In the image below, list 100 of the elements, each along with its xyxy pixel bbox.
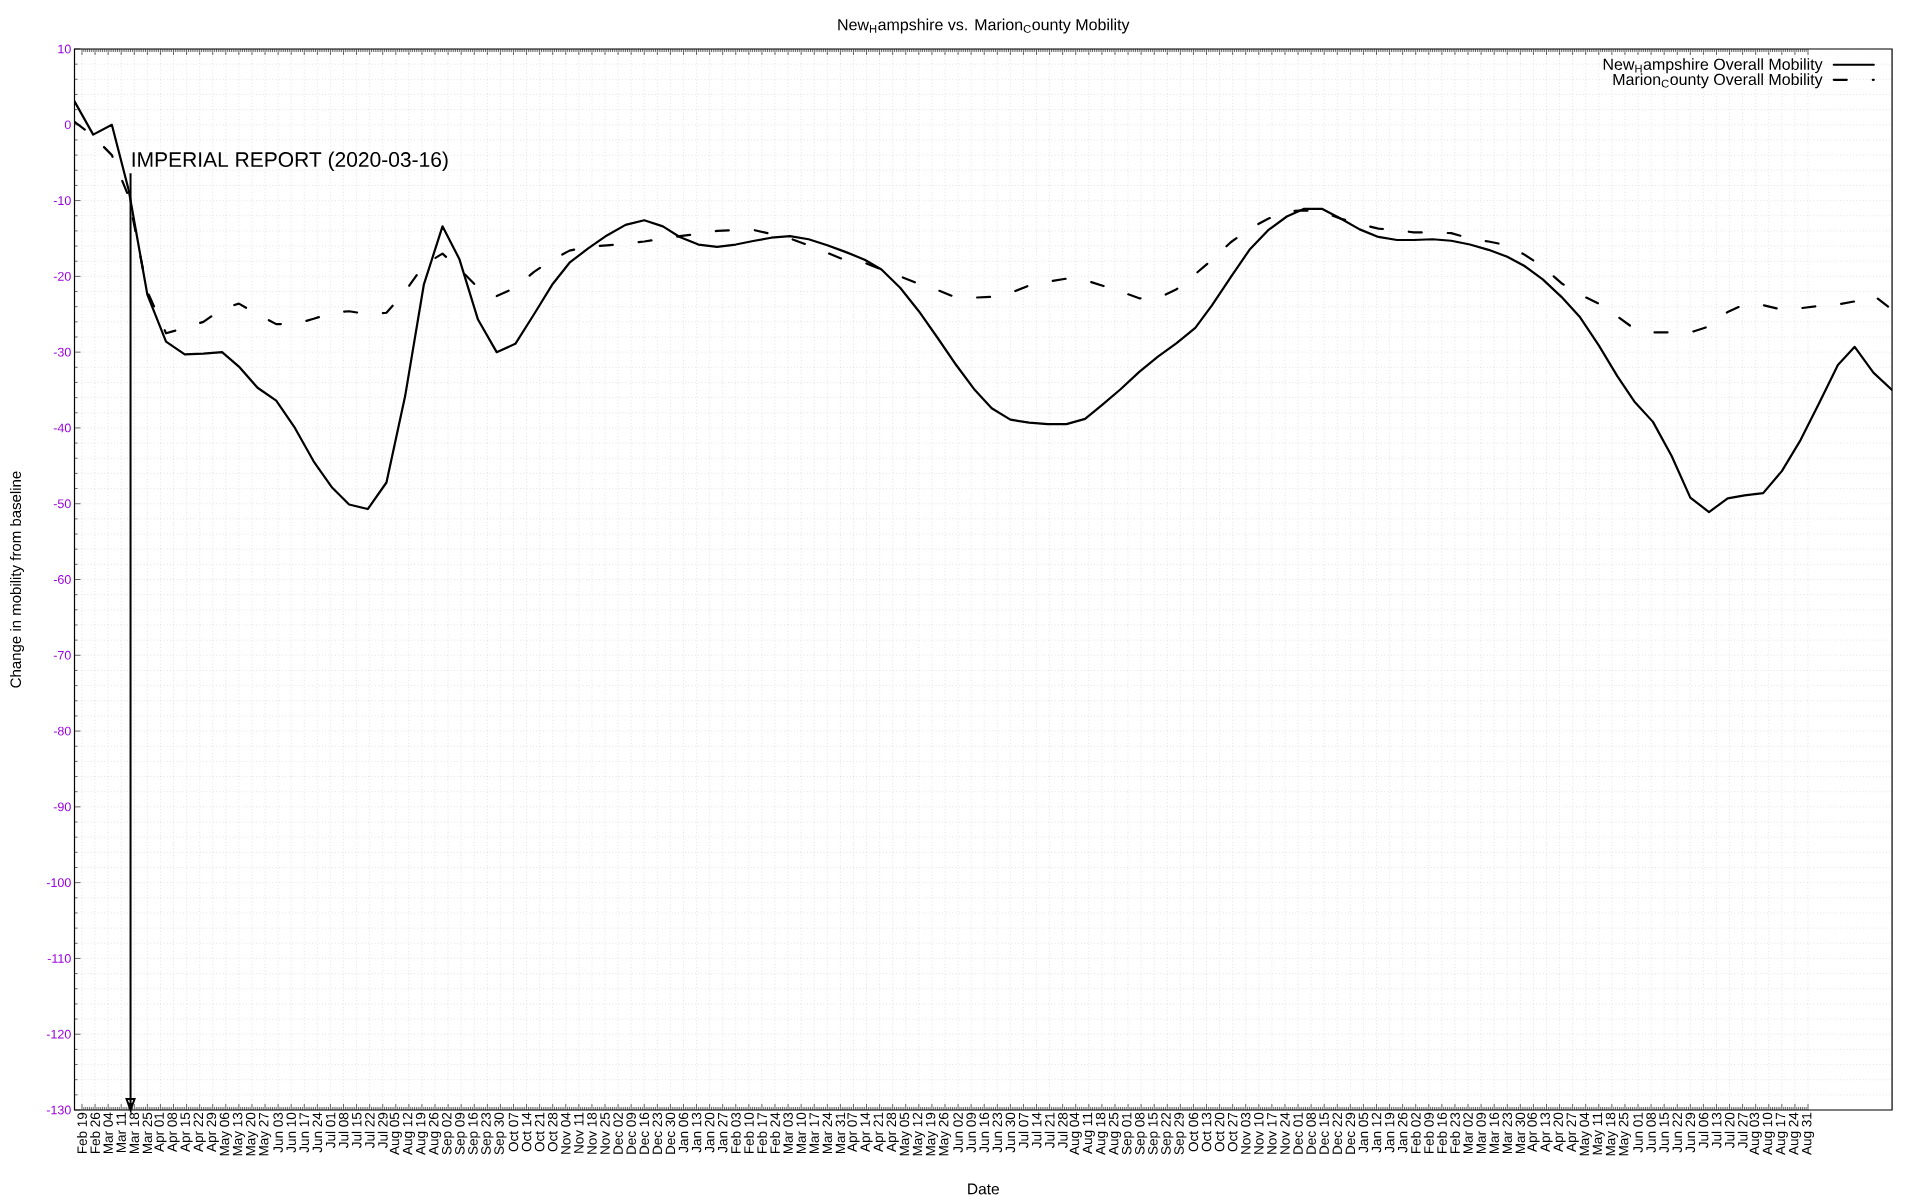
x-tick-label: Aug 04 [1069,1112,1082,1155]
x-tick-label: Jul 06 [1698,1112,1709,1149]
x-tick-label: Apr 21 [873,1112,886,1152]
x-tick-label: Jan 26 [1397,1112,1408,1153]
x-tick-label: Jul 27 [1737,1112,1748,1149]
x-tick-label: Jun 29 [1685,1112,1696,1153]
x-tick-label: Aug 26 [428,1112,442,1155]
x-tick-label: Sep 02 [441,1112,455,1155]
x-tick-label: Nov 18 [587,1112,597,1154]
x-tick-label: Jul 15 [351,1112,362,1149]
x-tick-label: Jun 03 [273,1112,283,1153]
x-tick-label: Mar 16 [1489,1112,1499,1154]
x-tick-label: Feb 17 [756,1112,767,1154]
x-tick-label: Feb 02 [1410,1112,1421,1154]
y-tick-label: -40 [53,423,71,433]
x-tick-label: Apr 28 [886,1112,899,1152]
y-tick-label: -30 [53,347,71,357]
x-tick-label: Oct 20 [1214,1112,1225,1152]
x-tick-label: Feb 10 [743,1112,754,1154]
y-tick-label: -90 [53,802,71,812]
y-axis-title: Change in mobility from baseline [10,471,24,688]
x-tick-label: Dec 29 [1345,1112,1356,1154]
x-tick-label: Jan 19 [1384,1112,1395,1153]
x-tick-label: Apr 27 [1566,1112,1579,1152]
x-tick-label: Dec 16 [639,1112,650,1154]
y-tick-label: 10 [58,44,71,54]
x-tick-label: Sep 16 [468,1112,481,1155]
chart-title: New$_{H}$ampshire vs. Marion$_{C}$ounty Mobility [838,18,1130,34]
x-tick-label: May 04 [1579,1112,1592,1156]
x-tick-label: Mar 18 [129,1112,140,1154]
x-tick-label: Sep 01 [1121,1112,1135,1155]
x-tick-label: Jun 02 [953,1112,963,1153]
x-tick-label: Jul 22 [364,1112,375,1149]
x-tick-label: Dec 01 [1293,1112,1303,1154]
x-tick-label: Jun 15 [1659,1112,1669,1153]
y-tick-label: -60 [53,575,71,584]
x-tick-label: Oct 28 [547,1112,558,1152]
x-tick-label: Jun 17 [299,1112,309,1153]
x-tick-label: Jul 01 [325,1112,336,1149]
x-tick-label: Oct 21 [534,1112,545,1152]
x-tick-label: May 12 [912,1112,925,1156]
x-tick-label: May 05 [899,1112,912,1156]
x-tick-label: May 26 [938,1112,952,1156]
x-tick-label: Jan 12 [1371,1112,1382,1153]
x-tick-label: Aug 03 [1749,1112,1762,1155]
x-tick-label: Jun 24 [312,1112,323,1153]
x-tick-label: Nov 17 [1267,1112,1277,1154]
x-tick-label: Mar 09 [1476,1112,1486,1154]
x-tick-label: Aug 05 [389,1112,402,1155]
x-tick-label: Dec 02 [613,1112,623,1154]
x-tick-label: Jun 16 [979,1112,989,1153]
x-tick-label: Sep 08 [1135,1112,1148,1155]
y-tick-label: -80 [53,726,71,736]
x-tick-label: Sep 22 [1161,1112,1174,1155]
x-tick-label: Feb 16 [1436,1112,1447,1154]
x-tick-label: Jun 08 [1646,1112,1656,1153]
y-tick-label: -130 [46,1105,71,1115]
x-tick-label: Nov 03 [1240,1112,1251,1154]
x-tick-label: Mar 31 [835,1112,846,1154]
x-tick-label: May 27 [258,1112,272,1156]
legend-label: Marion$_{C}$ounty Overall Mobility [1613,73,1823,89]
x-tick-label: Jan 27 [717,1112,728,1153]
x-tick-label: Jun 01 [1633,1112,1643,1153]
x-tick-label: Jul 29 [377,1112,388,1149]
x-tick-label: Oct 06 [1188,1112,1199,1152]
x-tick-label: Dec 23 [652,1112,663,1154]
x-tick-label: Dec 22 [1332,1112,1343,1154]
x-tick-label: Sep 09 [455,1112,468,1155]
x-tick-label: Dec 15 [1319,1112,1329,1154]
x-tick-label: Jul 28 [1057,1112,1068,1149]
y-tick-label: -100 [46,878,71,888]
x-tick-label: Feb 23 [1449,1112,1460,1154]
x-tick-label: Mar 17 [809,1112,819,1154]
x-tick-label: Apr 20 [1553,1112,1566,1152]
x-tick-label: Oct 27 [1227,1112,1238,1152]
y-tick-label: -110 [47,954,71,963]
x-tick-label: Apr 07 [847,1112,860,1152]
x-tick-label: Jan 05 [1358,1112,1369,1153]
x-tick-label: May 25 [1618,1112,1632,1156]
x-tick-label: Mar 10 [796,1112,806,1154]
x-tick-label: Apr 13 [1540,1112,1553,1152]
y-tick-label: -50 [53,499,71,509]
y-tick-label: -120 [46,1029,71,1039]
x-tick-label: May 13 [232,1112,245,1156]
x-tick-label: Jul 14 [1031,1112,1042,1149]
x-tick-label: May 06 [219,1112,232,1156]
x-tick-label: Feb 24 [770,1112,780,1154]
x-tick-label: Mar 03 [783,1112,793,1154]
x-tick-label: Jan 13 [691,1112,702,1153]
x-tick-label: Apr 01 [154,1112,167,1152]
legend-label: New$_{H}$ampshire Overall Mobility [1603,58,1823,74]
x-tick-label: Sep 23 [481,1112,494,1155]
x-tick-label: May 11 [1592,1112,1605,1155]
x-tick-label: Apr 22 [193,1112,206,1152]
x-tick-label: Mar 25 [142,1112,153,1154]
x-tick-label: Nov 25 [600,1112,610,1154]
y-tick-label: -10 [53,196,71,206]
x-tick-label: Nov 10 [1254,1112,1264,1154]
x-tick-label: Apr 15 [180,1112,193,1152]
x-tick-label: Mar 02 [1463,1112,1473,1154]
